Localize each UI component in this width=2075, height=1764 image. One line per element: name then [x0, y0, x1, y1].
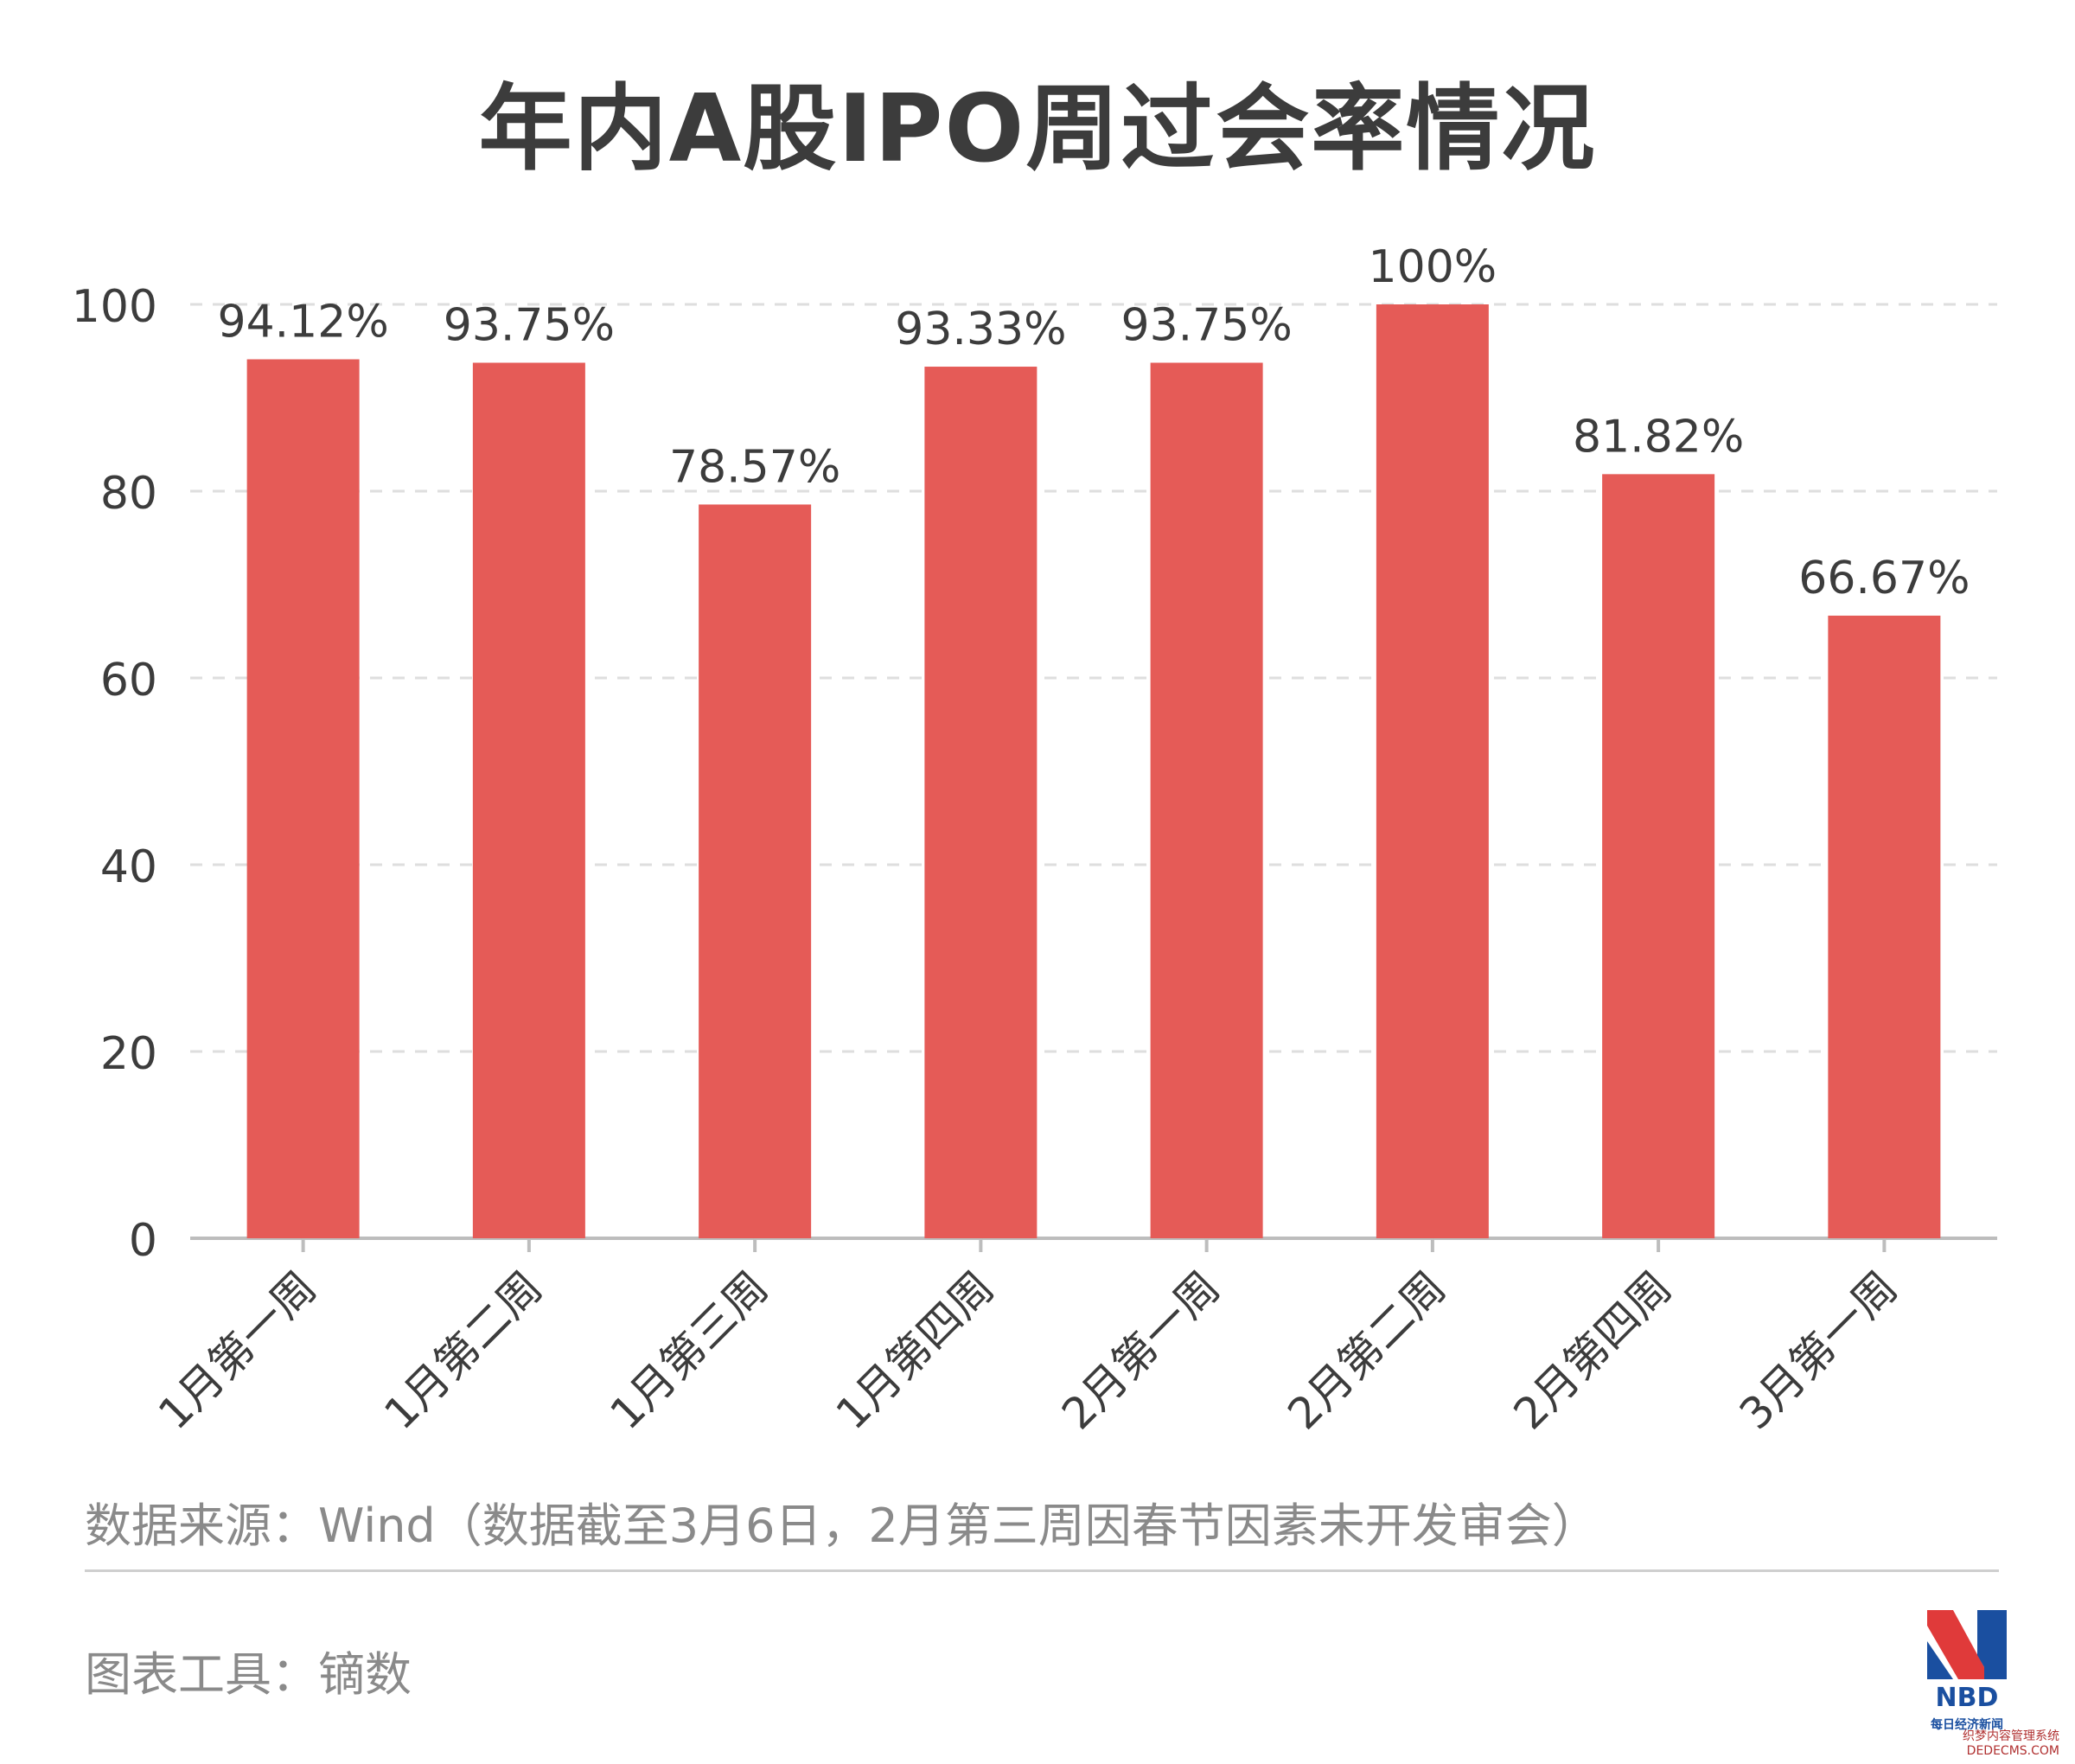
- x-tick-label: 2月第一周: [1052, 1262, 1229, 1439]
- bar: [1376, 304, 1489, 1238]
- x-tick-label: 1月第二周: [374, 1262, 552, 1439]
- x-tick-label: 3月第一周: [1730, 1262, 1907, 1439]
- bar: [1828, 615, 1941, 1238]
- data-source-note: 数据来源：Wind（数据截至3月6日，2月第三周因春节因素未开发审会）: [85, 1499, 1599, 1553]
- nbd-logo: NBD 每日经济新闻: [1924, 1607, 2010, 1736]
- x-tick-label: 2月第二周: [1278, 1262, 1455, 1439]
- bar-chart: 0 20 40 60 80 100 94.12% 1月第一周 93.75% 1月第二周 78.57%…: [72, 241, 1997, 1439]
- data-label: 81.82%: [1573, 411, 1744, 463]
- data-label: 93.33%: [895, 304, 1066, 355]
- y-tick-label: 100: [72, 281, 157, 333]
- x-tick-label: 2月第四周: [1504, 1262, 1682, 1439]
- bar: [1150, 362, 1263, 1238]
- bar: [924, 367, 1038, 1238]
- data-label: 100%: [1369, 241, 1497, 293]
- watermark-line-2: DEDECMS.COM: [1966, 1744, 2059, 1758]
- chart-tool-note: 图表工具：镝数: [85, 1647, 412, 1702]
- y-tick-label: 20: [100, 1028, 157, 1080]
- y-tick-label: 80: [100, 468, 157, 520]
- data-label: 93.75%: [444, 300, 615, 352]
- data-label: 93.75%: [1120, 300, 1292, 352]
- footer-divider: [85, 1569, 1999, 1572]
- watermark: 织梦内容管理系统 DEDECMS.COM: [1963, 1729, 2059, 1759]
- nbd-logo-subtitle: 每日经济新闻: [1931, 1718, 2003, 1732]
- nbd-logo-icon: [1927, 1610, 2007, 1679]
- y-tick-label: 60: [100, 655, 157, 706]
- data-label: 66.67%: [1798, 553, 1970, 604]
- y-tick-label: 0: [129, 1215, 157, 1267]
- data-label: 78.57%: [669, 441, 840, 493]
- bar: [1602, 474, 1715, 1238]
- y-tick-label: 40: [100, 841, 157, 893]
- bar: [699, 504, 812, 1238]
- x-tick-label: 1月第一周: [149, 1262, 326, 1439]
- x-tick-label: 1月第三周: [601, 1262, 778, 1439]
- data-label: 94.12%: [217, 297, 388, 348]
- bar: [246, 359, 360, 1238]
- nbd-logo-text: NBD: [1935, 1683, 1999, 1713]
- watermark-line-1: 织梦内容管理系统: [1963, 1729, 2059, 1743]
- chart-title: 年内A股IPO周过会率情况: [478, 75, 1597, 183]
- x-tick-label: 1月第四周: [827, 1262, 1004, 1439]
- bar: [472, 362, 585, 1238]
